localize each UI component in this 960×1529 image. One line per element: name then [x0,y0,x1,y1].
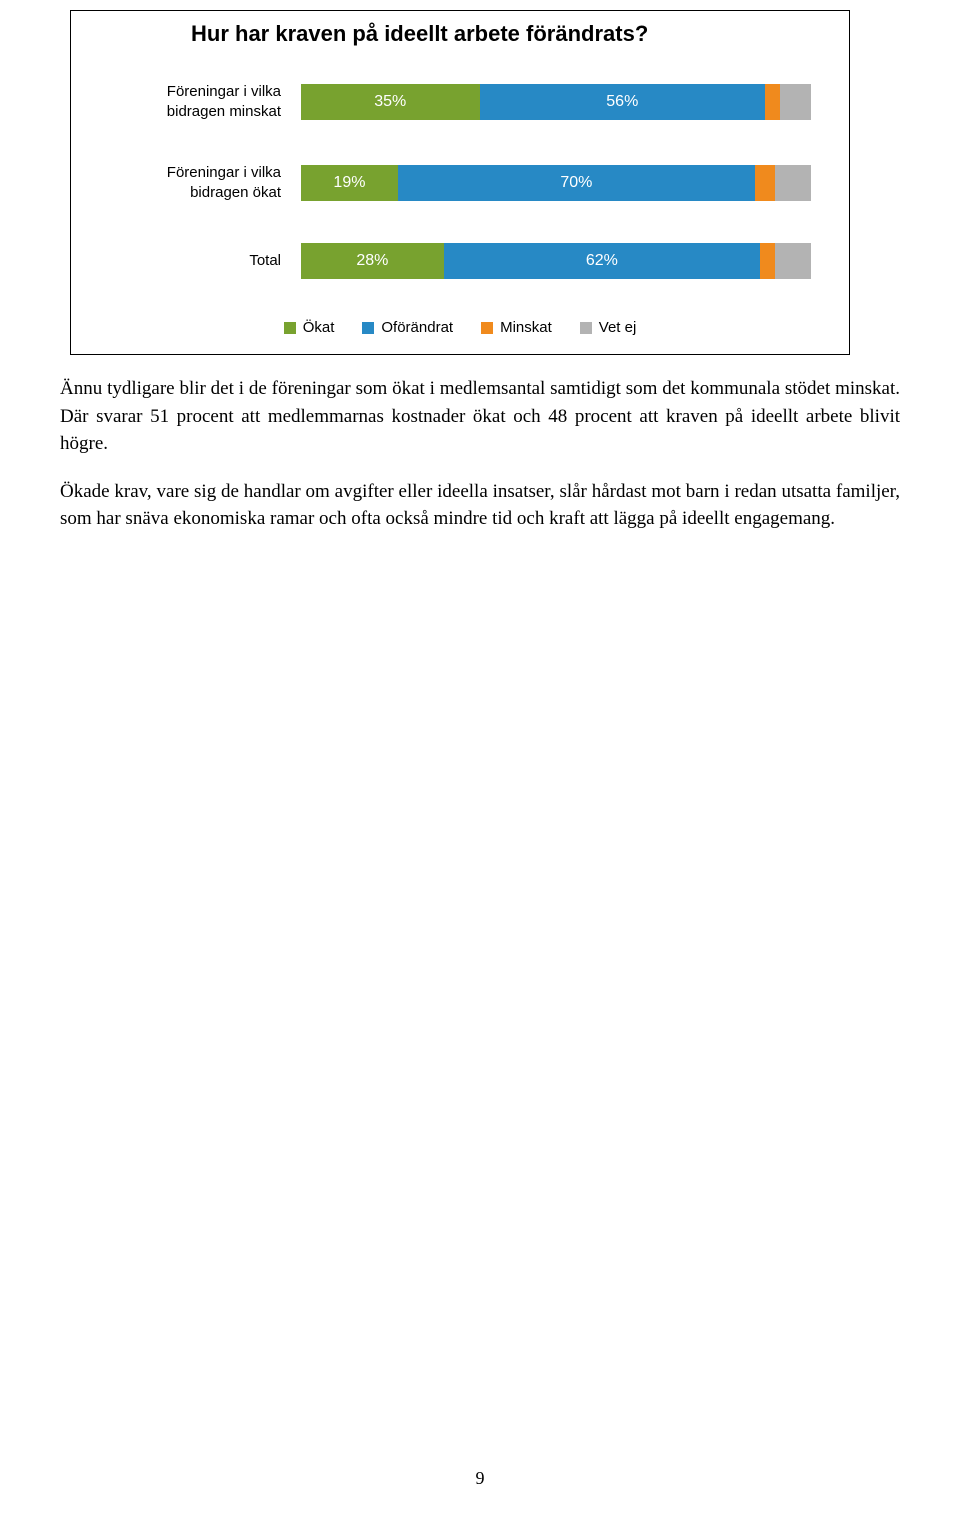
chart-bars: Föreningar i vilkabidragen minskat35%56%… [71,82,849,279]
chart-container: Hur har kraven på ideellt arbete förändr… [70,10,850,355]
bar-segment-okat: 35% [301,84,480,120]
legend-swatch [362,322,374,334]
bar-row: Föreningar i vilkabidragen minskat35%56% [71,82,849,123]
bar-row: Total28%62% [71,243,849,279]
bar-track: 35%56% [301,84,811,120]
legend-label: Ökat [303,319,335,336]
legend-item-okat: Ökat [284,319,335,336]
bar-segment-oforandrat: 70% [398,165,755,201]
body-paragraph-1: Ännu tydligare blir det i de föreningar … [60,375,900,458]
bar-track: 28%62% [301,243,811,279]
bar-segment-oforandrat: 62% [444,243,760,279]
bar-segment-minskat [760,243,775,279]
legend-label: Minskat [500,319,552,336]
legend-swatch [481,322,493,334]
document-page: Hur har kraven på ideellt arbete förändr… [0,10,960,533]
bar-row: Föreningar i vilkabidragen ökat19%70% [71,163,849,204]
body-paragraph-2: Ökade krav, vare sig de handlar om avgif… [60,478,900,533]
bar-segment-vetej [775,243,811,279]
bar-category-label: Föreningar i vilkabidragen ökat [71,163,301,204]
bar-segment-vetej [775,165,811,201]
legend-swatch [284,322,296,334]
chart-legend: Ökat Oförändrat Minskat Vet ej [71,319,849,336]
bar-segment-oforandrat: 56% [480,84,766,120]
bar-segment-okat: 28% [301,243,444,279]
legend-label: Oförändrat [381,319,453,336]
legend-item-vetej: Vet ej [580,319,637,336]
bar-segment-okat: 19% [301,165,398,201]
page-number: 9 [0,1468,960,1489]
chart-title: Hur har kraven på ideellt arbete förändr… [71,11,849,82]
legend-label: Vet ej [599,319,637,336]
bar-segment-minskat [765,84,780,120]
bar-segment-minskat [755,165,775,201]
legend-swatch [580,322,592,334]
bar-track: 19%70% [301,165,811,201]
bar-segment-vetej [780,84,811,120]
bar-category-label: Total [71,251,301,271]
bar-category-label: Föreningar i vilkabidragen minskat [71,82,301,123]
legend-item-minskat: Minskat [481,319,552,336]
legend-item-oforandrat: Oförändrat [362,319,453,336]
